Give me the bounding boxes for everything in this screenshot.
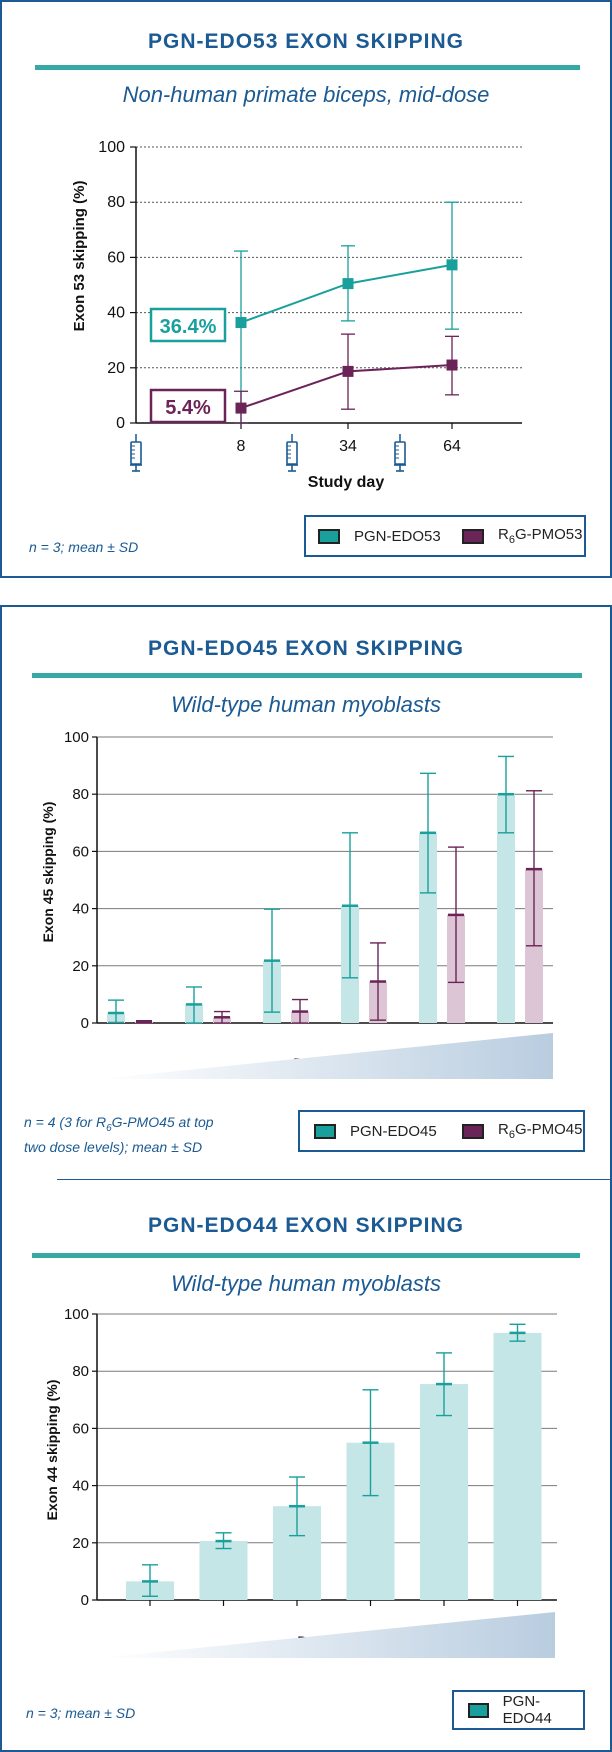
legend-item-pgn-edo44: PGN-EDO44 bbox=[468, 1692, 583, 1728]
data-point bbox=[342, 365, 354, 377]
x-axis-label: Study day bbox=[308, 474, 385, 491]
edo45-bar-chart: Exon 45 skipping (%) Dose (µM) 020406080… bbox=[40, 729, 553, 1079]
edo44-title-rule bbox=[32, 1253, 580, 1258]
bar bbox=[493, 1332, 542, 1600]
edo45-legend: PGN-EDO45 R6G-PMO45 bbox=[298, 1110, 585, 1152]
y-tick-label: 100 bbox=[64, 729, 89, 746]
legend-swatch-teal bbox=[468, 1702, 489, 1718]
edo45-subtitle: Wild-type human myoblasts bbox=[170, 692, 441, 717]
edo44-note: n = 3; mean ± SD bbox=[26, 1705, 136, 1721]
section-divider bbox=[57, 1179, 612, 1180]
y-tick-label: 100 bbox=[64, 1306, 89, 1323]
y-tick-label: 40 bbox=[72, 901, 89, 918]
edo45-note: n = 4 (3 for R6G-PMO45 at top two dose l… bbox=[24, 1114, 214, 1155]
edo44-subtitle: Wild-type human myoblasts bbox=[170, 1271, 441, 1296]
edo53-subtitle: Non-human primate biceps, mid-dose bbox=[122, 82, 490, 107]
y-tick-label: 40 bbox=[72, 1478, 89, 1495]
legend-label: PGN-EDO53 bbox=[354, 527, 441, 545]
edo45-title: PGN-EDO45 EXON SKIPPING bbox=[148, 637, 464, 660]
legend-label: PGN-EDO45 bbox=[350, 1122, 437, 1140]
data-point bbox=[446, 259, 458, 271]
y-tick-label: 0 bbox=[116, 415, 125, 432]
syringe-icon bbox=[394, 434, 406, 472]
callout-label-purple: 5.4% bbox=[165, 397, 211, 419]
legend-swatch-teal bbox=[314, 1123, 336, 1139]
edo53-title-rule bbox=[35, 65, 580, 70]
legend-label: PGN-EDO44 bbox=[502, 1693, 552, 1727]
callout-label-teal: 36.4% bbox=[160, 316, 217, 338]
legend-item-pgn-edo53: PGN-EDO53 bbox=[318, 517, 441, 555]
bar bbox=[199, 1541, 248, 1600]
edo44-legend: PGN-EDO44 bbox=[452, 1690, 585, 1730]
bar bbox=[419, 832, 437, 1023]
edo53-note: n = 3; mean ± SD bbox=[29, 539, 139, 555]
legend-item-pgn-edo45: PGN-EDO45 bbox=[314, 1112, 437, 1150]
data-point bbox=[446, 359, 458, 371]
bar bbox=[497, 794, 515, 1023]
legend-item-r6g-pmo53: R6G-PMO53 bbox=[462, 517, 582, 555]
legend-label: R6G-PMO53 bbox=[498, 526, 583, 546]
dose-wedge bbox=[98, 1612, 555, 1658]
y-tick-label: 80 bbox=[72, 786, 89, 803]
x-tick-label: 64 bbox=[443, 438, 461, 455]
y-tick-label: 60 bbox=[107, 249, 125, 266]
y-tick-label: 80 bbox=[107, 194, 125, 211]
callout-box-purple bbox=[149, 388, 227, 424]
y-tick-label: 100 bbox=[98, 139, 125, 156]
y-axis-label: Exon 44 skipping (%) bbox=[44, 1380, 60, 1521]
y-tick-label: 0 bbox=[81, 1015, 89, 1032]
y-tick-label: 40 bbox=[107, 305, 125, 322]
edo53-panel: PGN-EDO53 EXON SKIPPING Non-human primat… bbox=[0, 0, 612, 578]
edo44-title: PGN-EDO44 EXON SKIPPING bbox=[148, 1214, 464, 1237]
dose-wedge bbox=[98, 1033, 553, 1079]
legend-swatch-purple bbox=[462, 1123, 484, 1139]
legend-label: R6G-PMO45 bbox=[498, 1121, 583, 1141]
edo53-line-chart: Exon 53 skipping (%) Study day 0 20 40 60 80… bbox=[71, 139, 522, 491]
edo45-title-rule bbox=[32, 673, 582, 678]
y-tick-label: 60 bbox=[72, 1420, 89, 1437]
data-point bbox=[235, 317, 247, 329]
y-tick-label: 20 bbox=[72, 958, 89, 975]
y-tick-label: 80 bbox=[72, 1363, 89, 1380]
data-point bbox=[342, 278, 354, 290]
y-tick-label: 0 bbox=[81, 1592, 89, 1609]
bar bbox=[420, 1384, 468, 1600]
x-tick-label: 34 bbox=[339, 438, 357, 455]
y-axis-label: Exon 45 skipping (%) bbox=[40, 802, 56, 943]
callout-box-teal bbox=[149, 307, 227, 343]
x-tick-label: 8 bbox=[237, 438, 246, 455]
y-tick-label: 20 bbox=[107, 360, 125, 377]
y-tick-label: 20 bbox=[72, 1535, 89, 1552]
data-point bbox=[235, 402, 247, 414]
syringe-icon bbox=[286, 434, 298, 472]
legend-item-r6g-pmo45: R6G-PMO45 bbox=[462, 1112, 582, 1150]
syringe-icon bbox=[130, 434, 142, 472]
y-axis-label: Exon 53 skipping (%) bbox=[71, 181, 88, 332]
y-tick-label: 60 bbox=[72, 843, 89, 860]
legend-swatch-teal bbox=[318, 528, 340, 544]
edo53-title: PGN-EDO53 EXON SKIPPING bbox=[148, 30, 464, 53]
legend-swatch-purple bbox=[462, 528, 484, 544]
edo53-legend: PGN-EDO53 R6G-PMO53 bbox=[304, 515, 586, 557]
